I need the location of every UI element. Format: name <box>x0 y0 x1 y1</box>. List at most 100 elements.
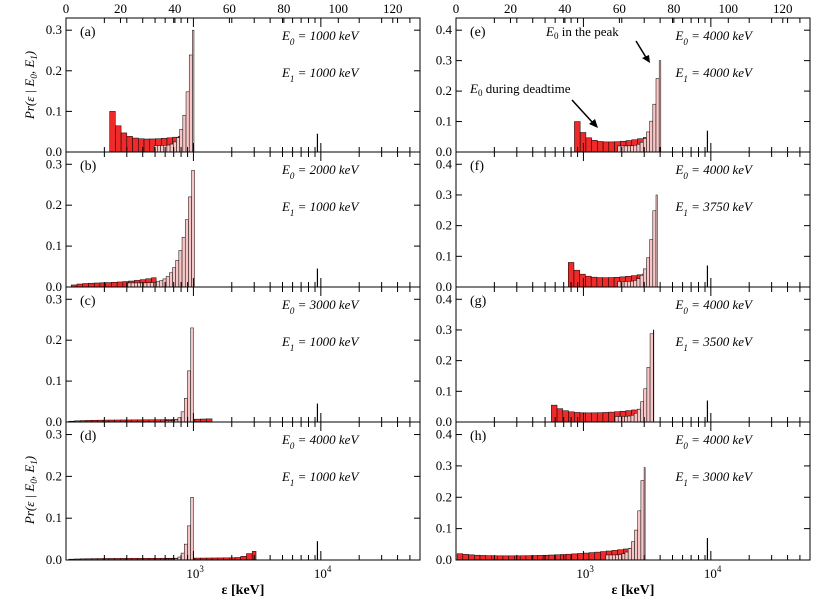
bar-g-9 <box>602 412 609 423</box>
bar-g-25 <box>640 401 644 423</box>
bar-g-8 <box>596 412 604 423</box>
e1-annotation-b: E1 = 1000 keV <box>281 199 361 218</box>
bar-b-16 <box>130 282 135 288</box>
e1-annotation-a: E1 = 1000 keV <box>281 65 361 84</box>
bar-h-32 <box>608 554 613 561</box>
top-tick-label-0-4: 80 <box>277 1 290 16</box>
top-tick-label-0-5: 100 <box>329 1 349 16</box>
bars-f <box>567 194 658 288</box>
bar-f-21 <box>639 275 644 288</box>
ytick-label-d-0: 0.0 <box>46 552 62 567</box>
ytick-label-b-2: 0.2 <box>46 197 62 212</box>
bar-g-29 <box>653 329 655 423</box>
bar-e-24 <box>652 103 657 153</box>
bar-b-8 <box>116 281 124 288</box>
y-axis-label-bottom: Pr(ε | E0, E1) <box>22 456 39 525</box>
bar-g-28 <box>649 333 654 423</box>
bar-b-24 <box>156 281 160 288</box>
bar-f-18 <box>630 280 634 288</box>
panel-h: 0.0 0.1 0.2 0.3 0.4 (h) E0 = 4000 keV E1 = 3000… <box>436 421 811 567</box>
bar-c-32 <box>187 370 191 423</box>
ytick-label-d-1: 0.1 <box>46 510 62 525</box>
bar-h-25 <box>600 551 607 561</box>
bar-e-25 <box>655 78 660 153</box>
panel-label-e: (e) <box>470 25 486 40</box>
bar-b-32 <box>181 236 186 288</box>
bar-b-2 <box>82 283 89 288</box>
callout-deadtime-arrowhead <box>589 119 598 128</box>
bar-g-0 <box>551 404 558 423</box>
e0-annotation-g: E0 = 4000 keV <box>674 297 754 316</box>
top-tick-label-1-1: 20 <box>504 1 517 16</box>
bar-h-7 <box>496 555 504 561</box>
e0-annotation-d: E0 = 4000 keV <box>281 432 361 451</box>
bar-h-43 <box>643 467 646 561</box>
bar-a-25 <box>192 29 195 153</box>
bar-f-16 <box>623 281 628 288</box>
panel-b: 0.0 0.1 0.2 0.3 (b) E0 = 2000 keV E1 = 1000 ke… <box>46 151 421 294</box>
ytick-label-f-2: 0.2 <box>436 218 452 233</box>
ytick-label-h-4: 0.4 <box>436 427 453 442</box>
bar-h-39 <box>631 541 635 561</box>
panel-label-a: (a) <box>80 25 96 40</box>
bar-f-7 <box>608 277 615 288</box>
bar-h-14 <box>537 555 544 561</box>
ytick-label-g-2: 0.2 <box>436 353 452 368</box>
bar-b-18 <box>137 282 141 288</box>
bar-e-5 <box>602 141 610 153</box>
log-tick-label-1-4: 104 <box>704 564 722 581</box>
bar-b-27 <box>165 276 170 288</box>
bar-e-18 <box>633 145 638 153</box>
e0-annotation-c: E0 = 3000 keV <box>281 297 361 316</box>
bar-b-15 <box>127 282 132 288</box>
bar-a-17 <box>166 144 171 153</box>
bar-e-3 <box>591 140 598 153</box>
bar-g-1 <box>556 408 564 423</box>
ytick-label-e-3: 0.3 <box>436 53 452 68</box>
bar-h-21 <box>577 553 584 561</box>
bar-b-30 <box>175 260 180 288</box>
callout-peak-arrow <box>635 40 648 60</box>
bar-h-11 <box>519 555 527 561</box>
ytick-label-e-4: 0.4 <box>436 22 453 37</box>
e1-annotation-c: E1 = 1000 keV <box>281 334 361 353</box>
ytick-label-e-0: 0.0 <box>436 144 452 159</box>
top-tick-label-1-3: 60 <box>613 1 626 16</box>
ytick-label-h-0: 0.0 <box>436 552 452 567</box>
frame-g <box>455 286 811 423</box>
bar-f-2 <box>579 273 586 288</box>
bar-f-14 <box>617 281 622 288</box>
e0-annotation-h: E0 = 4000 keV <box>674 432 754 451</box>
frame-c <box>65 286 421 423</box>
panels: 0.0 0.1 0.2 0.3 (a) E0 = 1000 keV E1 = 1000 ke… <box>46 17 811 567</box>
ytick-label-a-0: 0.0 <box>46 144 62 159</box>
bar-a-20 <box>176 137 180 153</box>
bar-h-9 <box>508 555 515 561</box>
bar-a-4 <box>132 137 139 153</box>
bar-f-5 <box>596 277 603 288</box>
bars-g <box>551 329 655 423</box>
bar-a-0 <box>109 111 116 153</box>
bar-e-6 <box>608 141 615 153</box>
bar-e-19 <box>636 144 641 153</box>
bar-h-24 <box>594 551 601 561</box>
bar-h-12 <box>525 555 532 561</box>
x-axis-label-right: ε [keV] <box>612 583 655 598</box>
bar-a-15 <box>160 145 164 153</box>
bar-g-17 <box>614 416 619 423</box>
bar-d-31 <box>246 553 253 561</box>
bar-f-19 <box>633 280 638 288</box>
bar-g-21 <box>627 415 632 423</box>
bars-h <box>456 467 646 561</box>
callout-deadtime: E0 during deadtime <box>469 81 571 98</box>
ytick-label-g-3: 0.3 <box>436 322 452 337</box>
top-tick-label-1-6: 120 <box>773 1 793 16</box>
bar-g-27 <box>646 367 651 423</box>
bar-b-20 <box>143 282 148 288</box>
bar-g-18 <box>617 416 622 423</box>
bar-h-10 <box>514 555 521 561</box>
bar-h-41 <box>637 510 642 561</box>
bar-e-2 <box>585 137 592 153</box>
bar-h-2 <box>468 554 475 561</box>
bars-a <box>109 29 195 153</box>
